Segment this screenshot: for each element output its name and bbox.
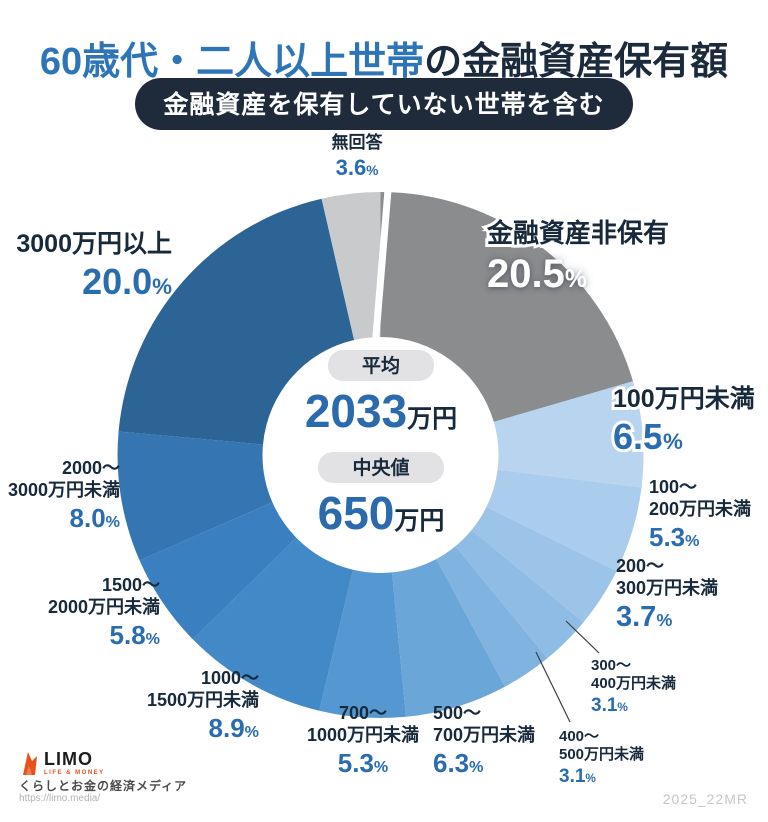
segment-label-text: 300〜 400万円未満 xyxy=(591,657,677,693)
limo-flame-icon xyxy=(23,752,37,775)
donut-segment-7 xyxy=(319,569,406,719)
segment-percent: 5.3% xyxy=(649,521,700,552)
segment-label-8: 1000〜 1500万円未満 8.9% xyxy=(147,668,259,743)
donut-segment-12 xyxy=(321,192,381,340)
segment-label-11: 3000万円以上 20.0% xyxy=(16,229,172,301)
segment-percent: 3.1% xyxy=(591,694,628,716)
segment-label-6: 500〜 700万円未満 6.3% xyxy=(433,703,535,778)
segment-percent: 8.0% xyxy=(69,502,120,533)
segment-percent: 8.9% xyxy=(208,712,259,743)
brand-tagline: くらしとお金の経済メディア xyxy=(19,779,188,793)
segment-label-text: 1000〜 1500万円未満 xyxy=(146,668,259,710)
segment-label-4: 300〜 400万円未満 3.1% xyxy=(591,657,676,716)
subtitle-wrap: 金融資産を保有していない世帯を含む xyxy=(0,78,768,130)
donut-segment-6 xyxy=(392,559,505,717)
segment-percent: 20.5% xyxy=(487,251,587,296)
segment-percent: 6.5% xyxy=(610,413,686,459)
donut-segment-0 xyxy=(380,191,633,422)
segment-label-10: 2000〜 3000万円未満 8.0% xyxy=(8,458,120,533)
leader-line-300-400 xyxy=(565,620,600,654)
donut-segment-9 xyxy=(139,502,297,640)
segment-label-7: 700〜 1000万円未満 5.3% xyxy=(307,703,419,778)
brand-logo: LIMO LIFE & MONEY xyxy=(20,750,105,776)
segment-label-9: 1500〜 2000万円未満 5.8% xyxy=(48,575,160,650)
segment-label-3: 200〜 300万円未満 3.7% xyxy=(616,556,718,634)
segment-label-text: 400〜 500万円未満 xyxy=(559,728,645,764)
donut-segment-8 xyxy=(192,537,353,711)
segment-percent: 3.6% xyxy=(335,154,379,180)
title-rest: の金融資産保有額 xyxy=(424,41,729,84)
segment-label-text: 100〜 200万円未満 xyxy=(649,477,752,519)
title-highlight: 60歳代・二人以上世帯 xyxy=(39,41,425,84)
segment-percent: 20.0% xyxy=(82,260,172,302)
segment-label-12: 無回答 3.6% xyxy=(332,133,383,180)
segment-label-0: 金融資産非保有 20.5% xyxy=(484,215,672,296)
brand-sub: LIFE & MONEY xyxy=(44,770,105,776)
segment-label-text: 3000万円以上 xyxy=(16,230,172,258)
segment-label-text: 1500〜 2000万円未満 xyxy=(47,575,160,617)
average-pill: 平均 xyxy=(327,350,434,381)
donut-segment-5 xyxy=(436,546,548,687)
donut-segment-4 xyxy=(455,530,584,659)
segment-percent: 6.3% xyxy=(433,747,484,778)
median-pill: 中央値 xyxy=(318,452,444,483)
segment-separator xyxy=(372,189,392,343)
donut-segment-10 xyxy=(117,431,273,561)
segment-label-text: 2000〜 3000万円未満 xyxy=(7,458,120,500)
donut-segment-11 xyxy=(118,198,355,445)
segment-percent: 3.1% xyxy=(559,765,596,787)
segment-percent: 3.7% xyxy=(616,600,673,633)
segment-percent: 5.8% xyxy=(109,619,160,650)
watermark: 2025_22MR xyxy=(662,791,748,807)
donut-segment-1 xyxy=(493,381,644,488)
donut-segment-3 xyxy=(471,507,617,623)
segment-label-text: 700〜 1000万円未満 xyxy=(306,703,420,745)
brand-url[interactable]: https://limo.media/ xyxy=(19,793,101,804)
segment-label-text: 500〜 700万円未満 xyxy=(433,703,536,745)
leader-line-400-500 xyxy=(535,651,571,723)
segment-label-1: 100万円未満 6.5% xyxy=(610,382,758,459)
donut-segment-2 xyxy=(486,469,642,571)
segment-label-text: 金融資産非保有 xyxy=(484,215,672,251)
donut-center-stats: 平均 2033万円 中央値 650万円 xyxy=(256,350,506,554)
brand-name: LIMO xyxy=(44,749,93,769)
segment-percent: 5.3% xyxy=(337,747,389,778)
segment-label-5: 400〜 500万円未満 3.1% xyxy=(559,728,644,787)
segment-label-2: 100〜 200万円未満 5.3% xyxy=(649,477,751,552)
median-value: 650万円 xyxy=(317,487,445,539)
average-value: 2033万円 xyxy=(304,385,458,437)
segment-label-text: 100万円未満 xyxy=(610,382,758,416)
subtitle-badge: 金融資産を保有していない世帯を含む xyxy=(135,78,633,130)
page-title: 60歳代・二人以上世帯の金融資産保有額 xyxy=(0,41,768,85)
segment-label-text: 200〜 300万円未満 xyxy=(616,556,719,598)
segment-label-text: 無回答 xyxy=(331,133,383,152)
